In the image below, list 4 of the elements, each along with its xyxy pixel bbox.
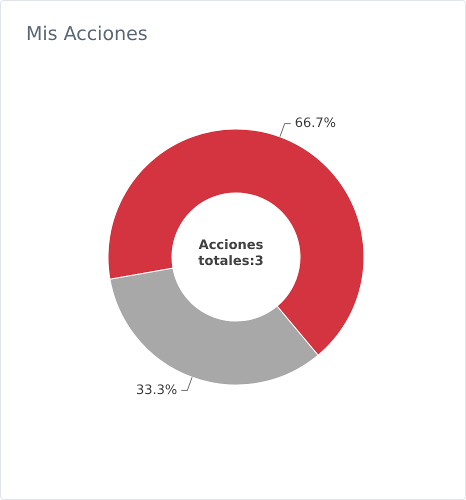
data-label: 33.3% — [136, 382, 178, 398]
chart-title: Mis Acciones — [26, 23, 148, 45]
text: Acciones totales:3 — [198, 238, 264, 269]
data-label: 66.7% — [294, 116, 336, 132]
